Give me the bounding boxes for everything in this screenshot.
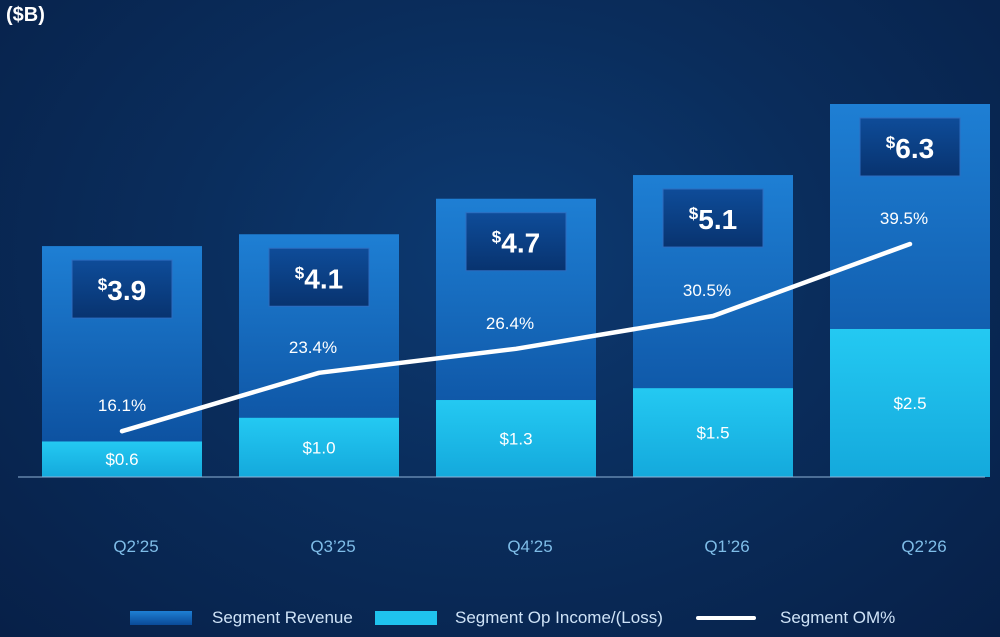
legend-swatch-op-income (375, 611, 437, 625)
op-income-bar-4 (830, 328, 990, 477)
op-income-label-0: $0.6 (105, 450, 138, 469)
op-income-label-1: $1.0 (302, 438, 335, 457)
x-tick-label-3: Q1’26 (704, 537, 749, 556)
op-income-bar-3 (633, 388, 793, 477)
legend: Segment Revenue Segment Op Income/(Loss)… (0, 600, 1000, 630)
op-income-bar-2 (436, 400, 596, 477)
om-label-3: 30.5% (683, 281, 731, 300)
om-label-1: 23.4% (289, 338, 337, 357)
x-tick-label-4: Q2’26 (901, 537, 946, 556)
op-income-bar-1 (239, 417, 399, 477)
revenue-label-3: $5.1 (689, 204, 737, 235)
revenue-callout-2 (465, 212, 567, 272)
revenue-label-0: $3.9 (98, 275, 146, 306)
revenue-label-2: $4.7 (492, 228, 540, 259)
revenue-callout-1 (268, 247, 370, 307)
chart: $0.6 $3.9 16.1% $1.0 $4.1 23.4% $1.3 $4.7 26.4% $… (18, 104, 990, 556)
op-income-bar-0 (42, 441, 202, 477)
op-income-label-2: $1.3 (499, 430, 532, 449)
unit-label: ($B) (6, 4, 45, 26)
revenue-label-1: $4.1 (295, 263, 343, 294)
x-tick-label-2: Q4’25 (507, 537, 552, 556)
revenue-callout-0 (71, 259, 173, 319)
legend-label-revenue: Segment Revenue (212, 608, 353, 627)
revenue-callout-3 (662, 188, 764, 248)
revenue-label-4: $6.3 (886, 133, 934, 164)
om-label-2: 26.4% (486, 314, 534, 333)
legend-label-om: Segment OM% (780, 608, 896, 627)
op-income-label-3: $1.5 (696, 424, 729, 443)
legend-swatch-revenue (130, 611, 192, 625)
legend-swatch-om (696, 616, 756, 620)
om-line (119, 241, 913, 434)
legend-label-op-income: Segment Op Income/(Loss) (455, 608, 663, 627)
x-tick-label-0: Q2’25 (113, 537, 158, 556)
op-income-label-4: $2.5 (893, 394, 926, 413)
x-tick-label-1: Q3’25 (310, 537, 355, 556)
om-label-0: 16.1% (98, 396, 146, 415)
revenue-callout-4 (859, 117, 961, 177)
om-label-4: 39.5% (880, 209, 928, 228)
